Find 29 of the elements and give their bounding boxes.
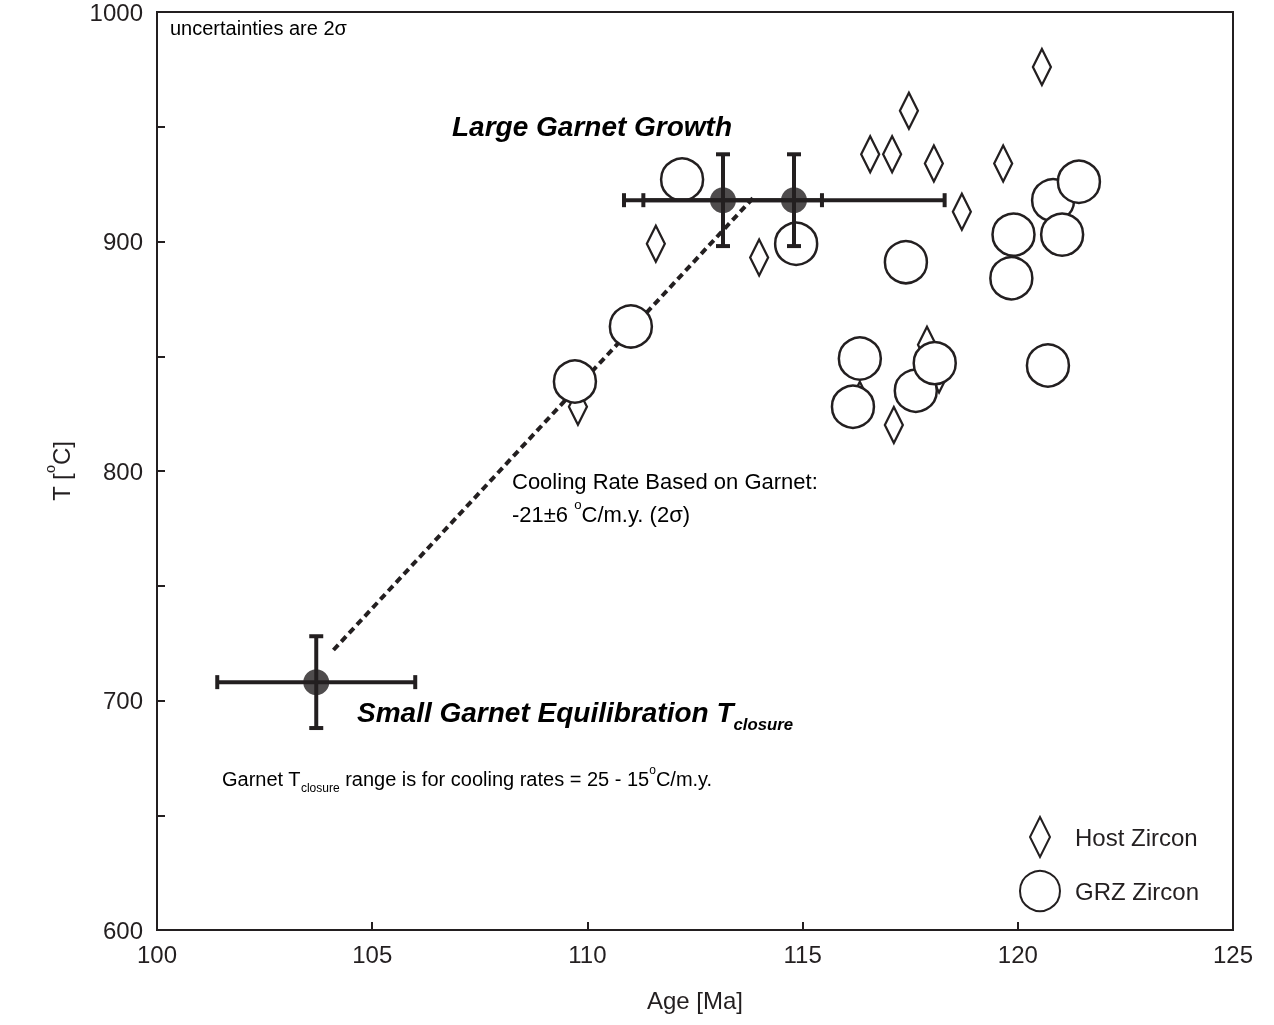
point — [781, 187, 807, 214]
annotation: uncertainties are 2σ — [170, 17, 348, 39]
legend-label: GRZ Zircon — [1074, 877, 1200, 905]
y-tick-label: 900 — [102, 228, 143, 255]
point — [1039, 212, 1085, 257]
legend-label: Host Zircon — [1074, 823, 1198, 851]
x-tick-label: 110 — [568, 940, 607, 968]
point — [552, 359, 598, 404]
point — [912, 340, 957, 386]
point — [830, 384, 876, 429]
point — [710, 187, 736, 214]
point — [883, 239, 929, 285]
point — [837, 336, 883, 381]
x-tick-label: 125 — [1212, 940, 1254, 968]
annotation: Large Garnet Growth — [452, 110, 733, 142]
y-tick-label: 800 — [102, 457, 143, 485]
y-tick-label: 1000 — [89, 0, 143, 26]
point — [608, 304, 654, 349]
x-axis-title: Age [Ma] — [646, 986, 744, 1014]
y-tick-label: 700 — [102, 687, 143, 714]
point — [303, 669, 330, 696]
x-tick-label: 115 — [783, 940, 822, 968]
y-axis-title: T [oC] — [42, 441, 75, 501]
point — [991, 212, 1036, 257]
x-tick-label: 105 — [352, 940, 393, 968]
point — [989, 255, 1034, 301]
point — [1056, 159, 1102, 205]
x-tick-label: 120 — [997, 940, 1038, 968]
point — [1025, 343, 1071, 388]
